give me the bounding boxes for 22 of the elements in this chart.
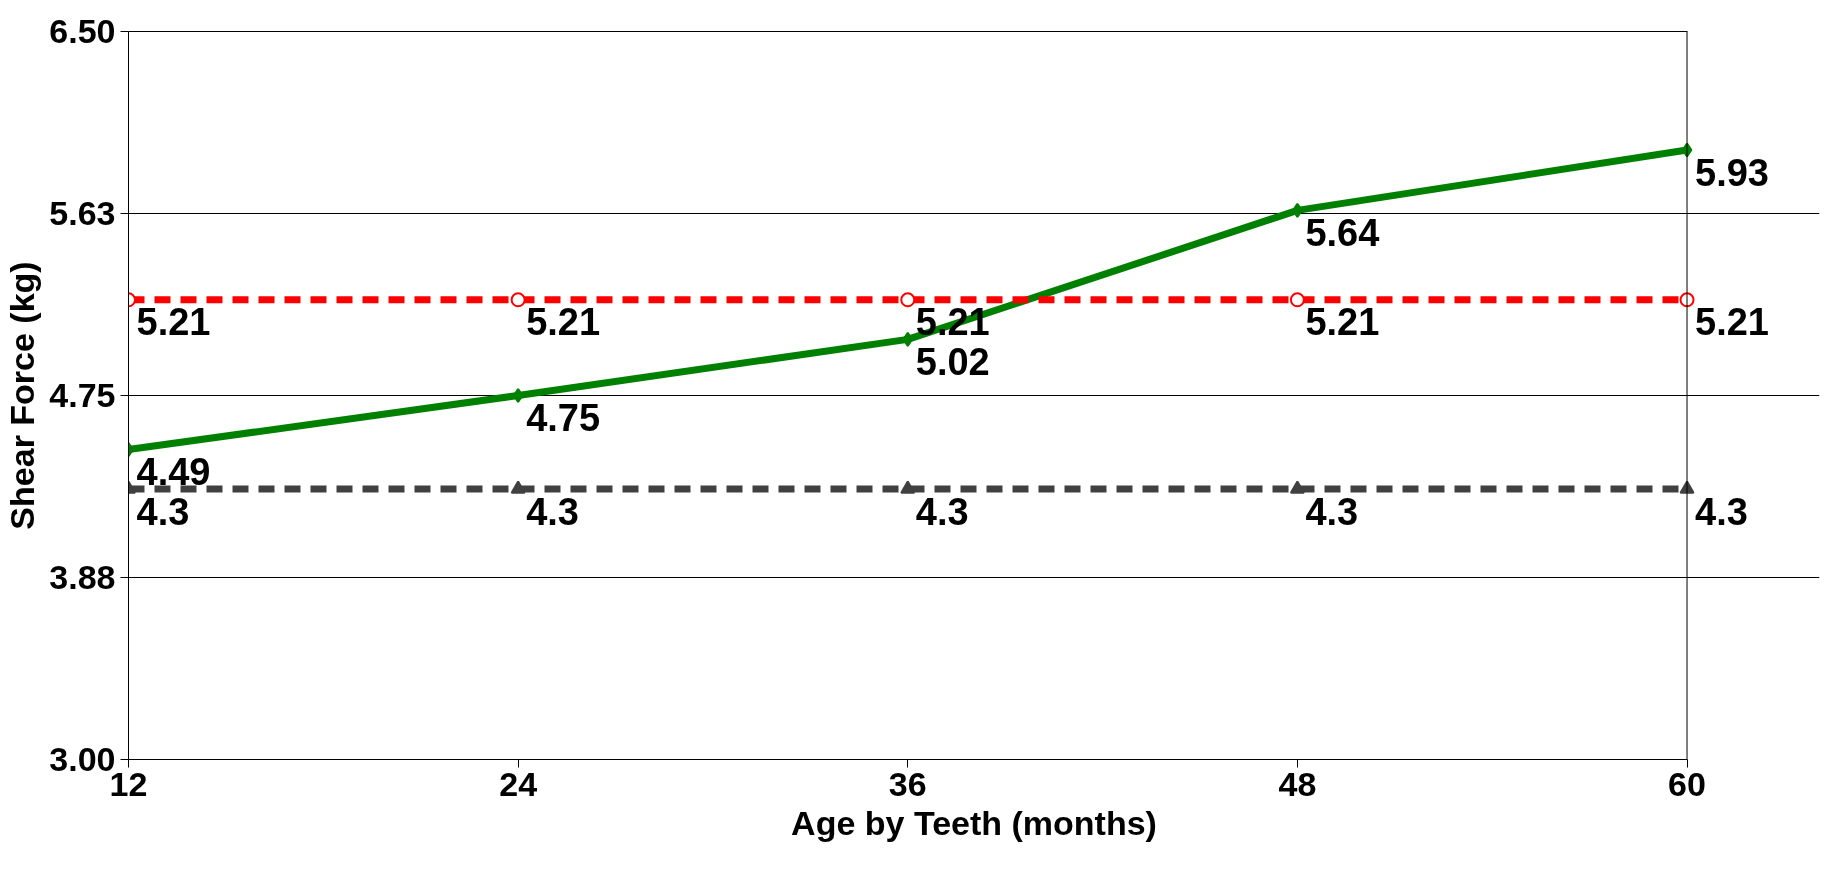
x-tick-label: 60 — [1668, 764, 1706, 803]
data-label: 5.64 — [1305, 211, 1380, 254]
x-tick-label: 24 — [499, 764, 538, 803]
data-label: 4.3 — [915, 490, 969, 533]
data-label: 5.02 — [915, 340, 990, 383]
data-label: 4.3 — [526, 490, 579, 533]
data-label: 5.21 — [1305, 301, 1380, 344]
data-label: 5.21 — [136, 301, 211, 344]
data-label: 4.75 — [526, 397, 601, 439]
y-tick-label: 3.88 — [49, 558, 116, 596]
data-label: 5.93 — [1695, 151, 1769, 194]
y-tick-label: 6.50 — [49, 12, 116, 50]
data-label: 5.21 — [1695, 301, 1769, 344]
y-tick-label: 4.75 — [49, 376, 116, 414]
data-label: 5.21 — [526, 301, 601, 344]
x-axis-title: Age by Teeth (months) — [791, 803, 1157, 842]
data-label: 4.3 — [1305, 490, 1359, 533]
y-axis-title: Shear Force (kg) — [3, 261, 42, 530]
x-tick-label: 48 — [1278, 764, 1317, 803]
data-label: 4.3 — [1695, 490, 1748, 533]
y-tick-label: 5.63 — [49, 194, 116, 232]
x-tick-label: 36 — [888, 764, 927, 803]
